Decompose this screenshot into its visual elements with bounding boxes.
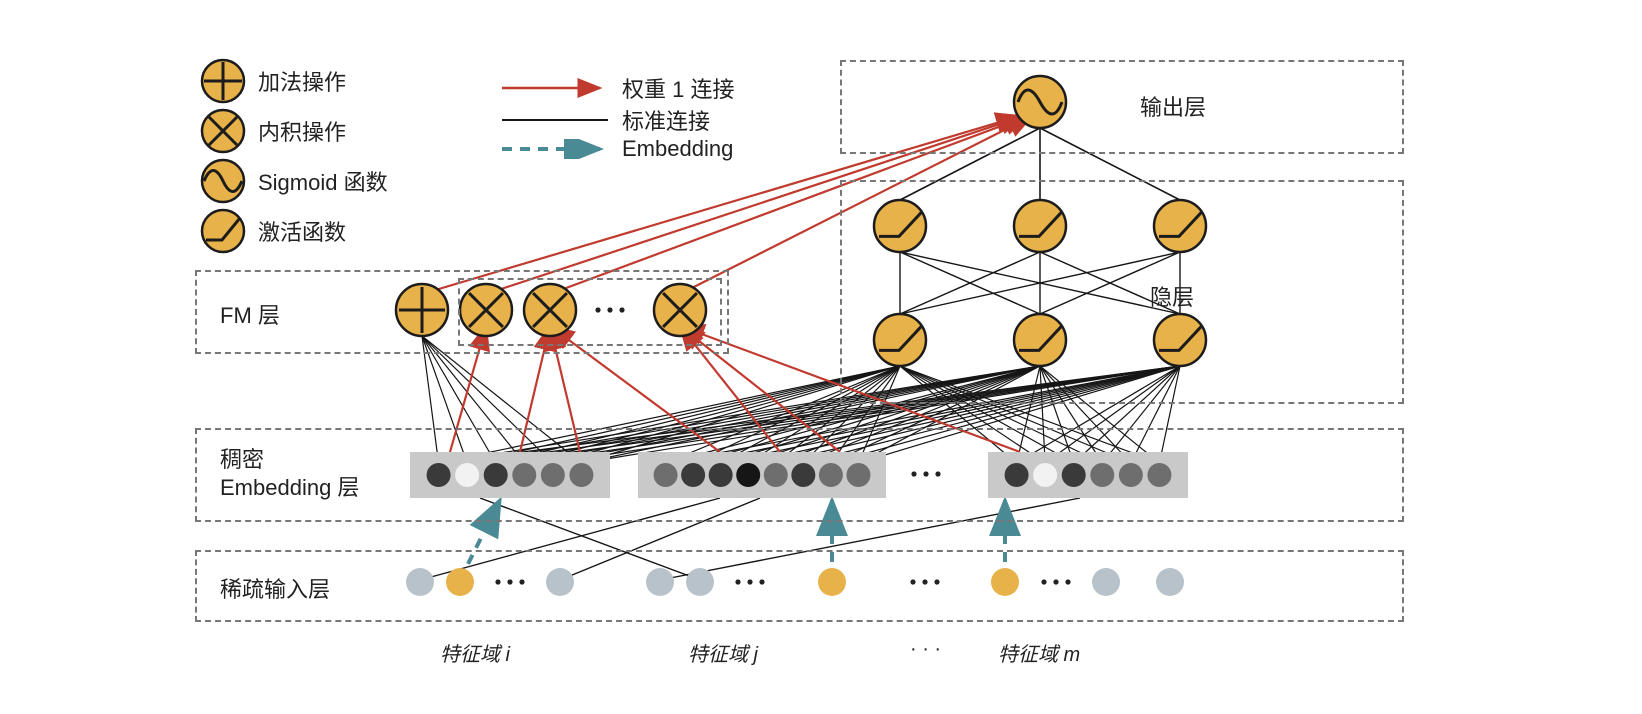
label-emb: 稠密 Embedding 层 (220, 446, 359, 501)
box-input (195, 550, 1404, 622)
box-hidden (840, 180, 1404, 404)
box-fm-inner (458, 278, 722, 346)
label-fm: FM 层 (220, 298, 280, 330)
field-label-i: 特征域 i (440, 638, 510, 667)
deepfm-diagram: 加法操作 内积操作 Sigmoid 函数 激活函数 权重 1 连接 标准连接 E… (20, 20, 1642, 694)
box-output (840, 60, 1404, 154)
label-hidden: 隐层 (1150, 280, 1194, 312)
label-input: 稀疏输入层 (220, 572, 330, 604)
field-label-dots: · · · (910, 638, 941, 661)
field-label-j: 特征域 j (688, 638, 758, 667)
label-emb-l1: 稠密 Embedding 层 (220, 447, 359, 500)
label-output: 输出层 (1140, 90, 1206, 122)
box-emb (195, 428, 1404, 522)
field-label-m: 特征域 m (998, 638, 1080, 667)
